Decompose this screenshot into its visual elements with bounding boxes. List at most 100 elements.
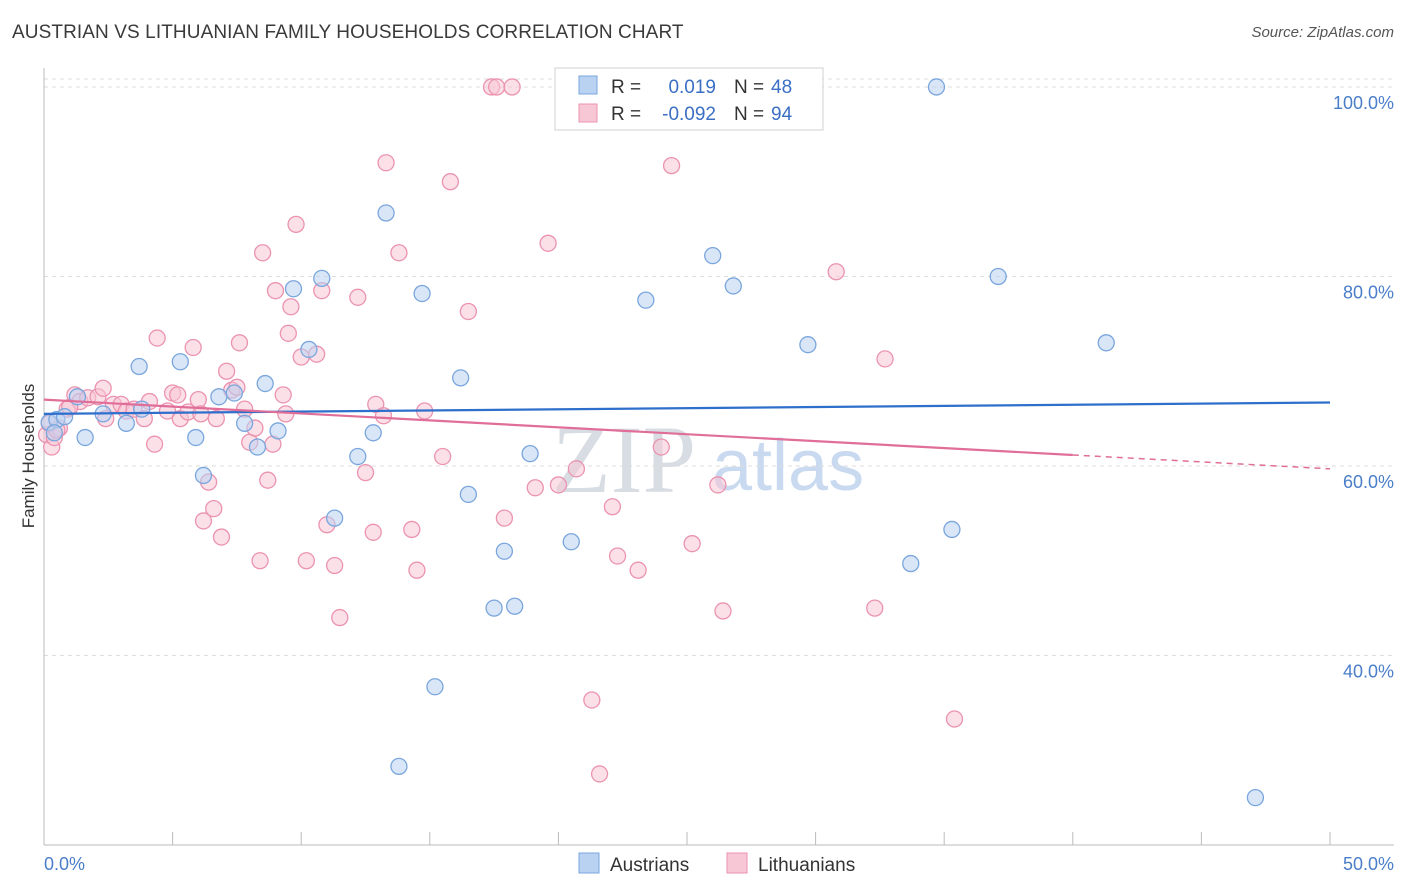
lithuanians-point-29 — [205, 499, 223, 518]
y-tick-label-100: 100.0% — [1333, 93, 1394, 113]
lithuanians-point-85 — [866, 599, 884, 617]
austrians-point-27 — [426, 678, 444, 696]
austrians-n-value: 48 — [771, 77, 792, 98]
austrians-point-26 — [413, 284, 431, 303]
trend-lines — [43, 398, 1331, 470]
austrians-point-24 — [377, 204, 395, 222]
austrians-point-8 — [130, 357, 148, 376]
austrians-point-29 — [459, 485, 478, 504]
lithuanians-point-53 — [331, 608, 349, 627]
austrians-point-38 — [724, 277, 742, 295]
lithuanians-point-30 — [212, 528, 231, 546]
austrians-point-18 — [284, 280, 303, 298]
austrians-point-43 — [943, 520, 961, 539]
lithuanians-point-24 — [184, 338, 202, 357]
lithuanians-point-18 — [148, 329, 166, 347]
x-tick-label-min: 0.0% — [44, 854, 85, 874]
correlation-legend: R = 0.019 N = 48 R = -0.092 N = 94 — [554, 67, 824, 131]
austrians-point-14 — [235, 414, 254, 432]
lithuanians-point-70 — [503, 78, 521, 96]
lithuanians-point-62 — [408, 561, 426, 579]
austrians-point-19 — [300, 340, 318, 359]
austrians-r-label: R = — [611, 77, 641, 98]
grid-lines — [44, 78, 1394, 656]
austrians-point-4 — [76, 428, 94, 447]
austrians-point-21 — [325, 509, 344, 527]
x-tick-label-max: 50.0% — [1343, 854, 1394, 874]
austrians-point-44 — [989, 267, 1007, 286]
lithuanians-point-87 — [945, 710, 964, 728]
lithuanians-point-64 — [434, 447, 452, 466]
lithuanians-point-81 — [683, 535, 701, 553]
legend-box — [554, 67, 824, 131]
lithuanians-point-26 — [192, 405, 210, 423]
austrians-point-13 — [225, 384, 243, 402]
lithuanians-point-31 — [217, 362, 236, 380]
austrians-point-32 — [506, 597, 524, 615]
austrians-point-16 — [256, 374, 274, 393]
lithuanians-point-84 — [827, 263, 845, 281]
chart-title: AUSTRIAN VS LITHUANIAN FAMILY HOUSEHOLDS… — [12, 22, 684, 43]
austrians-point-33 — [521, 445, 539, 463]
lithuanians-point-79 — [629, 561, 647, 579]
austrians-point-23 — [364, 424, 382, 442]
lithuanians-point-27 — [194, 512, 213, 530]
y-tick-label-80: 80.0% — [1343, 282, 1394, 302]
lithuanians-r-value: -0.092 — [662, 104, 716, 125]
lithuanians-point-69 — [495, 509, 514, 527]
lithuanians-point-78 — [608, 547, 627, 565]
lithuanians-point-52 — [325, 556, 344, 575]
legend-lithuanians-label: Lithuanians — [758, 855, 855, 876]
lithuanians-point-43 — [274, 386, 292, 404]
austrians-point-22 — [349, 447, 367, 466]
austrians-point-25 — [390, 757, 408, 776]
lithuanians-point-40 — [259, 471, 277, 489]
watermark-zip: ZIP — [552, 406, 696, 513]
lithuanians-point-39 — [253, 244, 272, 262]
lithuanians-point-59 — [377, 154, 395, 172]
lithuanians-point-77 — [603, 498, 622, 516]
lithuanians-point-46 — [287, 215, 305, 233]
lithuanians-point-91 — [207, 409, 225, 428]
austrians-point-20 — [313, 269, 331, 288]
lithuanians-point-56 — [364, 523, 382, 541]
y-tick-labels: 40.0% 60.0% 80.0% 100.0% — [1333, 93, 1394, 682]
austrians-point-41 — [902, 554, 920, 573]
lithuanians-point-61 — [403, 520, 421, 539]
austrians-swatch — [578, 75, 598, 95]
lithuanians-point-45 — [282, 298, 300, 316]
lithuanians-point-93 — [652, 438, 670, 456]
austrians-point-31 — [495, 542, 514, 560]
lithuanians-swatch — [578, 103, 598, 123]
lithuanians-point-48 — [297, 552, 315, 570]
lithuanians-point-68 — [488, 78, 506, 96]
lithuanians-point-60 — [390, 244, 408, 262]
austrians-point-11 — [194, 466, 213, 485]
lithuanians-n-value: 94 — [771, 104, 793, 125]
lithuanians-point-73 — [549, 476, 568, 494]
lithuanians-n-label: N = — [734, 104, 764, 125]
lithuanians-point-74 — [567, 460, 586, 478]
lithuanians-point-42 — [266, 282, 285, 300]
austrians-point-15 — [248, 438, 267, 456]
austrians-point-10 — [187, 428, 205, 447]
austrians-point-45 — [1097, 334, 1115, 352]
lithuanians-trend-line — [43, 398, 1073, 457]
austrians-point-17 — [269, 422, 287, 440]
legend-austrians-label: Austrians — [610, 855, 689, 876]
austrians-point-12 — [210, 388, 228, 406]
series-legend: Austrians Lithuanians — [578, 852, 855, 876]
x-tick-marks — [43, 832, 1331, 845]
austrians-n-label: N = — [734, 77, 764, 98]
austrians-point-28 — [452, 369, 470, 387]
y-axis-label: Family Households — [19, 384, 38, 529]
legend-lithuanians-swatch — [726, 852, 748, 874]
source-credit: Source: ZipAtlas.com — [1251, 24, 1394, 41]
lithuanians-point-54 — [349, 288, 367, 306]
y-tick-label-60: 60.0% — [1343, 472, 1394, 492]
lithuanians-trend-line-extrapolated — [1072, 454, 1331, 470]
austrians-point-6 — [117, 414, 135, 432]
austrians-point-40 — [799, 336, 817, 354]
lithuanians-point-55 — [356, 463, 375, 482]
